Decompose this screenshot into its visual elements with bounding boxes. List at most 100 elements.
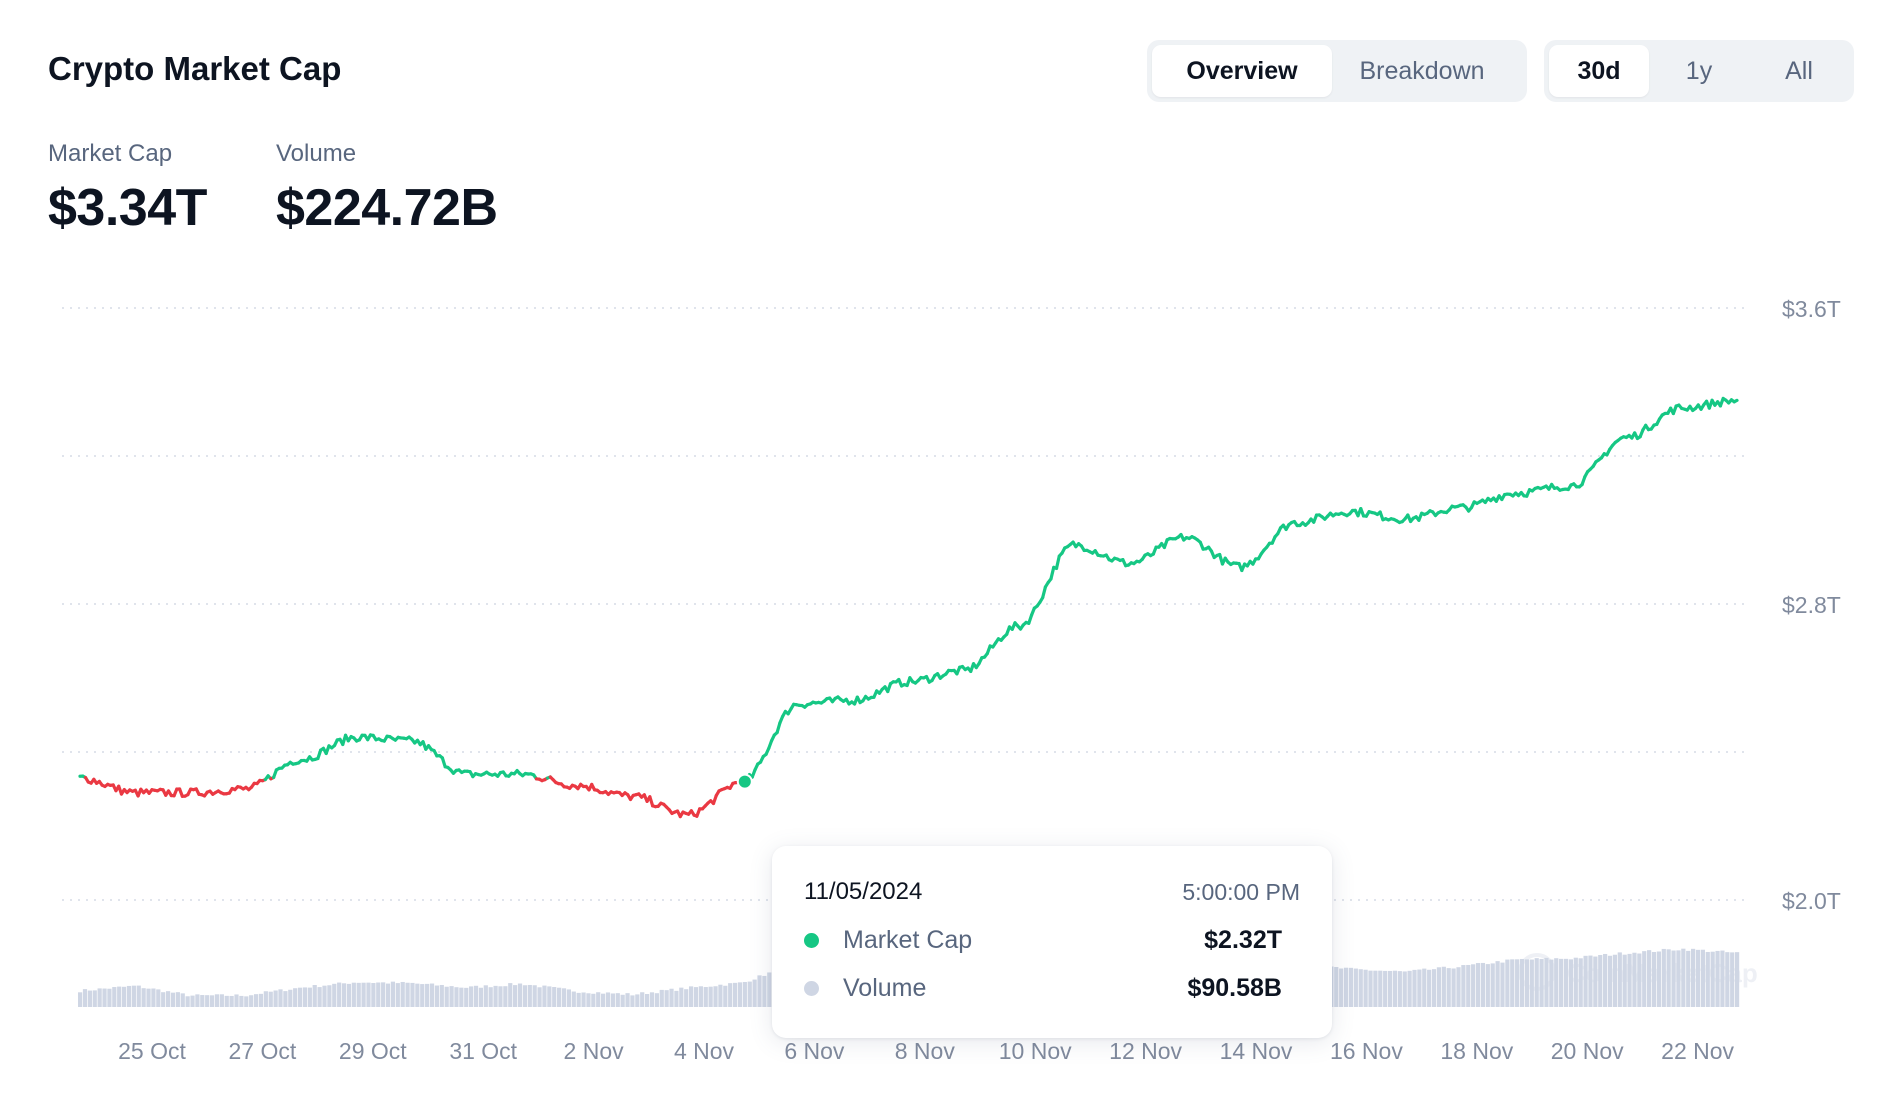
volume-bar bbox=[469, 986, 474, 1007]
volume-bar bbox=[288, 989, 293, 1007]
volume-bar bbox=[508, 983, 513, 1007]
volume-bar bbox=[601, 993, 606, 1007]
volume-bar bbox=[126, 985, 132, 1007]
volume-bar bbox=[390, 981, 396, 1007]
volume-bar bbox=[1358, 969, 1363, 1007]
volume-bar bbox=[195, 994, 200, 1007]
volume-bar bbox=[444, 986, 449, 1007]
volume-bar bbox=[1588, 955, 1593, 1007]
volume-bar bbox=[429, 983, 435, 1007]
tab-overview[interactable]: Overview bbox=[1152, 45, 1332, 97]
volume-bar bbox=[121, 986, 127, 1007]
volume-bar bbox=[1402, 971, 1407, 1007]
volume-bar bbox=[1495, 961, 1500, 1007]
volume-bar bbox=[640, 992, 645, 1007]
x-tick-label: 22 Nov bbox=[1661, 1038, 1734, 1064]
volume-bar bbox=[1642, 951, 1647, 1007]
x-axis-labels: 25 Oct 27 Oct 29 Oct 31 Oct 2 Nov 4 Nov 6 Nov 8… bbox=[118, 1038, 1734, 1064]
volume-bar bbox=[571, 991, 576, 1007]
volume-bar bbox=[1598, 955, 1603, 1007]
volume-bar bbox=[581, 992, 586, 1007]
volume-bar bbox=[273, 990, 278, 1007]
volume-bar bbox=[1524, 959, 1530, 1007]
volume-bar bbox=[97, 988, 102, 1007]
market-cap-stat: Market Cap $3.34T bbox=[48, 140, 207, 238]
volume-bar bbox=[493, 985, 498, 1007]
volume-bar bbox=[190, 995, 195, 1007]
volume-bar bbox=[102, 988, 107, 1007]
volume-bar bbox=[1422, 968, 1427, 1007]
volume-bar bbox=[112, 987, 117, 1007]
volume-bar bbox=[1363, 969, 1368, 1007]
volume-bar bbox=[165, 991, 171, 1007]
volume-bar bbox=[1431, 969, 1437, 1007]
volume-bar bbox=[561, 988, 567, 1007]
volume-bar bbox=[1607, 955, 1613, 1007]
range-1y[interactable]: 1y bbox=[1685, 56, 1713, 85]
volume-bar bbox=[410, 982, 415, 1007]
watermark-logo-icon bbox=[1518, 953, 1556, 991]
volume-bar bbox=[1676, 950, 1681, 1007]
volume-bar bbox=[454, 987, 459, 1007]
volume-bar bbox=[552, 987, 557, 1007]
volume-bar bbox=[1392, 970, 1398, 1007]
y-axis-labels: $3.6T $2.8T $2.0T bbox=[1782, 296, 1841, 914]
tooltip-time: 5:00:00 PM bbox=[1182, 878, 1300, 905]
volume-bar bbox=[1485, 964, 1490, 1007]
volume-bar bbox=[1710, 951, 1715, 1007]
volume-bar bbox=[1544, 957, 1549, 1007]
volume-bar bbox=[679, 987, 684, 1007]
volume-bar bbox=[742, 981, 747, 1007]
volume-bar bbox=[78, 992, 83, 1007]
volume-bar bbox=[1436, 967, 1442, 1007]
range-30d[interactable]: 30d bbox=[1549, 45, 1649, 97]
volume-bar bbox=[234, 994, 239, 1007]
volume-dot-icon bbox=[804, 980, 819, 996]
x-tick-label: 29 Oct bbox=[339, 1038, 407, 1064]
volume-bar bbox=[136, 985, 141, 1007]
volume-bar bbox=[224, 995, 229, 1007]
x-tick-label: 12 Nov bbox=[1109, 1038, 1182, 1064]
volume-bar bbox=[1651, 951, 1657, 1007]
volume-bar bbox=[1705, 951, 1710, 1007]
volume-bar bbox=[253, 994, 259, 1007]
x-tick-label: 31 Oct bbox=[449, 1038, 517, 1064]
volume-bar bbox=[1700, 949, 1705, 1007]
volume-bar bbox=[449, 986, 454, 1007]
x-tick-label: 6 Nov bbox=[784, 1038, 845, 1064]
volume-bar bbox=[351, 982, 356, 1007]
volume-bar bbox=[1343, 967, 1349, 1007]
volume-bar bbox=[434, 985, 440, 1007]
volume-bar bbox=[1427, 969, 1432, 1007]
volume-bar bbox=[209, 995, 215, 1007]
volume-bar bbox=[229, 995, 234, 1007]
volume-bar bbox=[1554, 958, 1559, 1007]
volume-bar bbox=[718, 984, 723, 1007]
line-segment bbox=[1054, 554, 1061, 571]
volume-bar bbox=[1446, 968, 1451, 1007]
volume-bar bbox=[1466, 964, 1471, 1007]
range-all[interactable]: All bbox=[1785, 56, 1813, 85]
line-segment bbox=[1732, 398, 1739, 404]
volume-bar bbox=[1461, 965, 1466, 1007]
tab-breakdown[interactable]: Breakdown bbox=[1359, 56, 1485, 85]
volume-bar bbox=[317, 987, 322, 1007]
volume-bar bbox=[488, 987, 493, 1007]
x-tick-label: 20 Nov bbox=[1551, 1038, 1624, 1064]
volume-bar bbox=[625, 993, 630, 1007]
volume-bar bbox=[576, 992, 581, 1007]
volume-bar bbox=[341, 983, 347, 1007]
volume-bar bbox=[1549, 959, 1554, 1007]
volume-bar bbox=[1559, 958, 1564, 1007]
volume-bar bbox=[219, 994, 224, 1007]
watermark: CoinMarketCap bbox=[1518, 953, 1758, 991]
line-segment bbox=[1049, 565, 1056, 581]
volume-bar bbox=[522, 985, 527, 1007]
hover-point bbox=[736, 773, 753, 790]
volume-bar bbox=[591, 993, 596, 1007]
volume-bar bbox=[205, 995, 210, 1007]
volume-bar bbox=[82, 989, 88, 1007]
volume-bar bbox=[244, 996, 249, 1007]
volume-bar bbox=[1578, 958, 1583, 1007]
volume-bar bbox=[1617, 952, 1622, 1007]
